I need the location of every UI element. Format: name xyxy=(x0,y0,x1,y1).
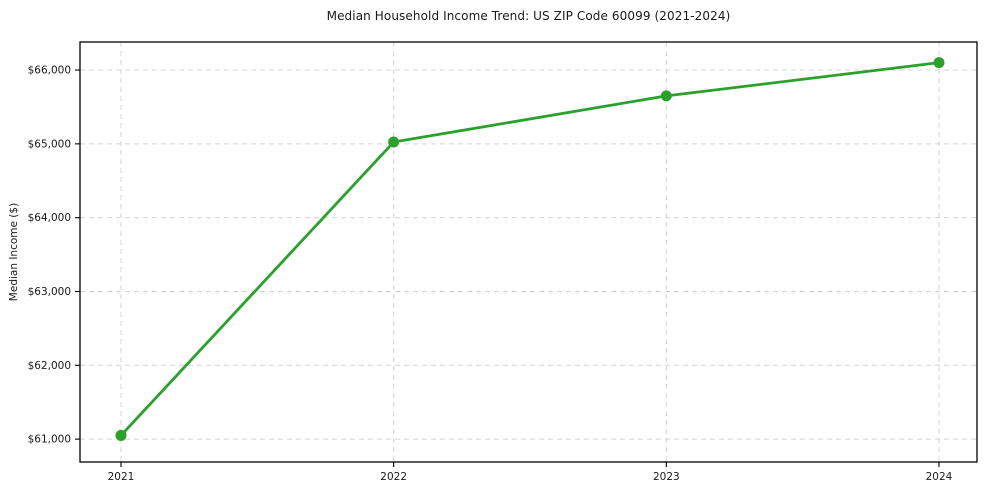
y-tick-label: $62,000 xyxy=(28,360,71,372)
income-trend-line xyxy=(119,61,941,437)
x-tick-label: 2023 xyxy=(653,471,680,483)
x-tick-label: 2022 xyxy=(380,471,407,483)
data-point xyxy=(388,136,400,148)
data-point xyxy=(660,90,672,102)
y-tick-label: $64,000 xyxy=(28,212,71,224)
axes-spines xyxy=(79,41,978,463)
y-axis-label: Median Income ($) xyxy=(8,202,20,302)
y-tick-label: $61,000 xyxy=(28,434,71,446)
y-tick-label: $63,000 xyxy=(28,286,71,298)
x-tick-label: 2021 xyxy=(108,471,135,483)
chart-title: Median Household Income Trend: US ZIP Co… xyxy=(326,9,731,23)
x-tick-label: 2024 xyxy=(926,471,953,483)
y-tick-label: $65,000 xyxy=(28,138,71,150)
data-point xyxy=(115,429,127,441)
y-tick-label: $66,000 xyxy=(28,65,71,77)
data-point xyxy=(933,57,945,69)
